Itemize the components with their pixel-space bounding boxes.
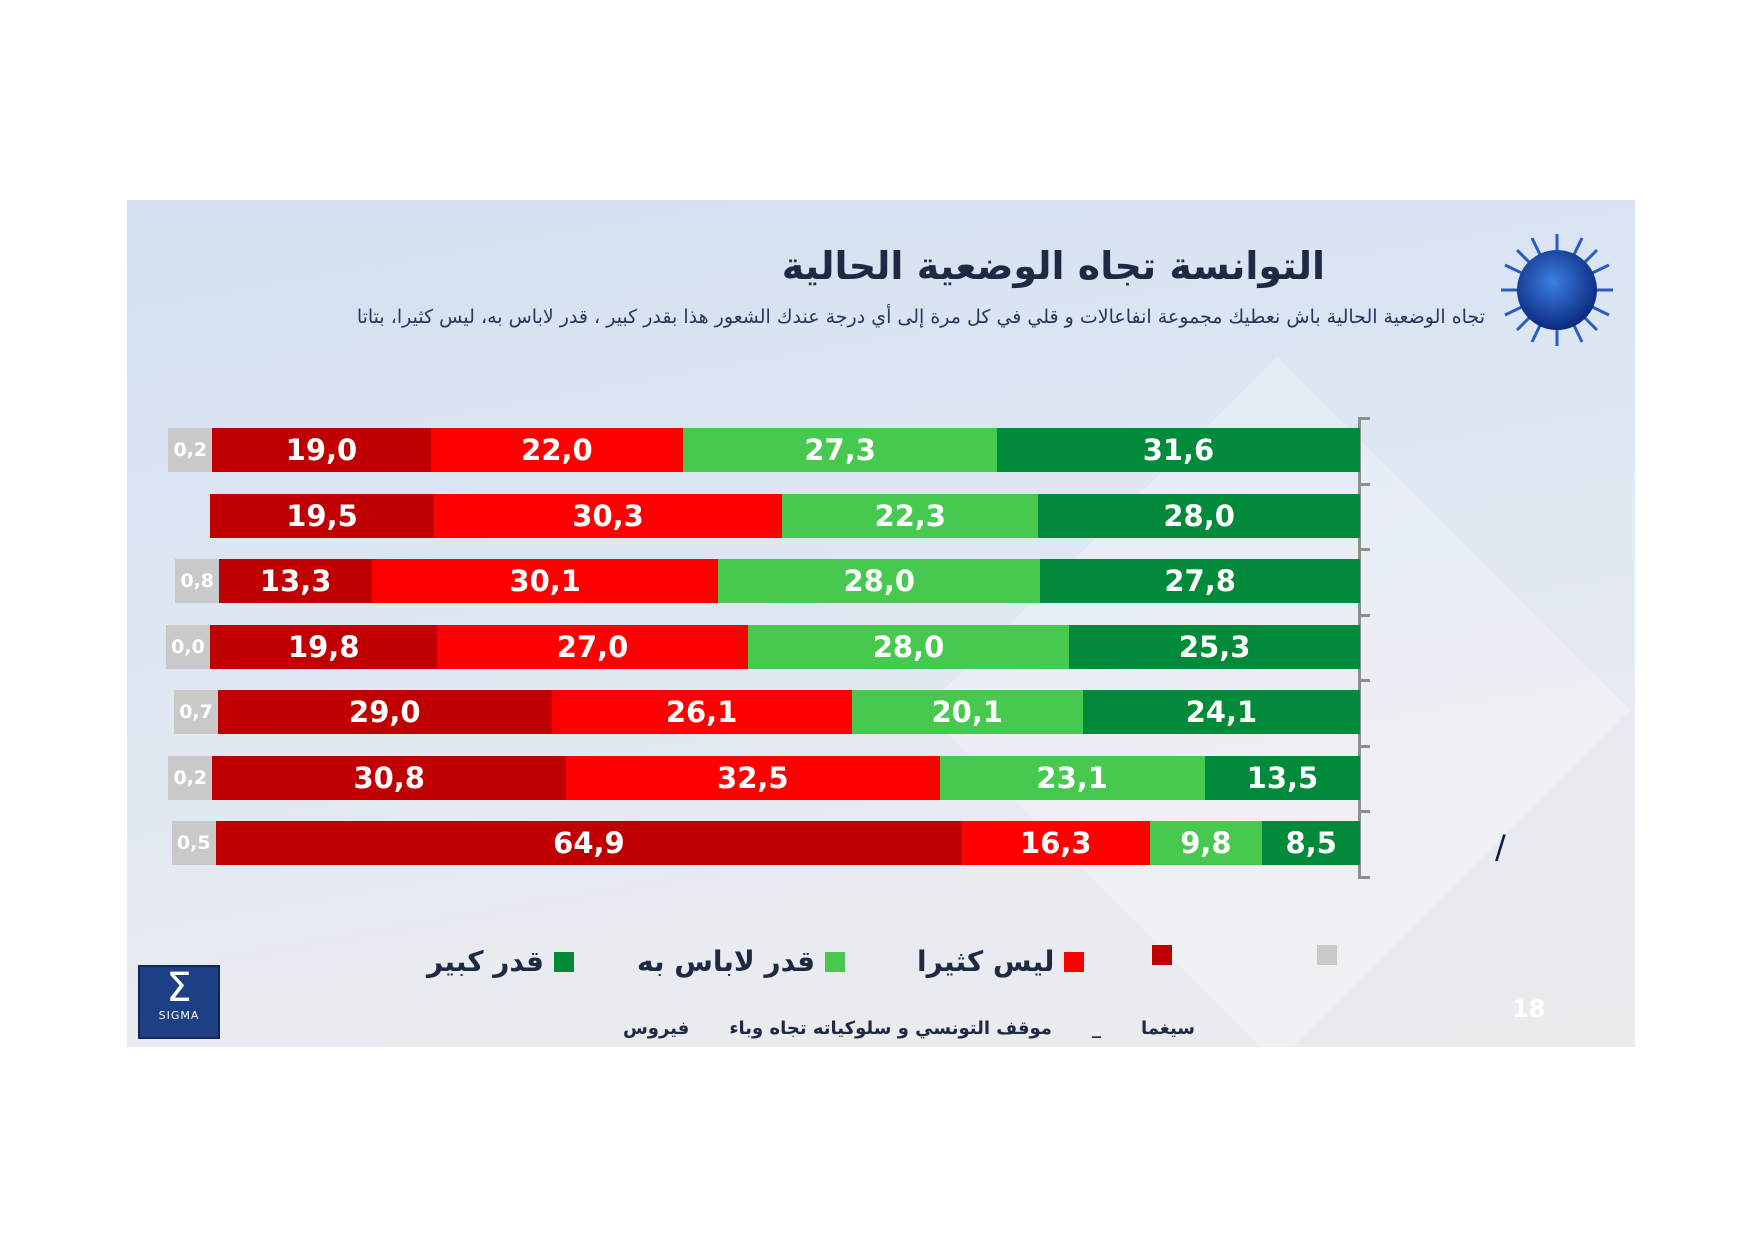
chart-annotation: / xyxy=(1495,828,1506,866)
axis-tick xyxy=(1358,875,1370,879)
legend-item-large: قدر كبير xyxy=(427,945,574,978)
bar-segment: 28,0 xyxy=(1038,493,1360,538)
axis-tick xyxy=(1358,548,1370,551)
bar-segment: 29,0 xyxy=(218,690,552,734)
legend-item-gray xyxy=(1307,945,1337,965)
legend-swatch xyxy=(1317,945,1337,965)
slide-title: التوانسة تجاه الوضعية الحالية xyxy=(781,244,1325,288)
bar-segment: 23,1 xyxy=(939,755,1205,800)
bar-segment: 8,5 xyxy=(1262,821,1360,865)
footer-right: سيغما xyxy=(1140,1018,1195,1039)
footer-middle: موقف التونسي و سلوكياته تجاه وباء xyxy=(729,1018,1052,1039)
legend-swatch xyxy=(1152,945,1172,965)
axis-tick xyxy=(1358,810,1370,813)
axis-tick xyxy=(1358,613,1370,617)
bar-segment: 22,0 xyxy=(430,428,684,472)
legend-item-dark-red xyxy=(1142,945,1172,965)
bar-segment-gray: 0,2 xyxy=(168,755,213,800)
bar-segment: 19,5 xyxy=(210,493,435,538)
slide: التوانسة تجاه الوضعية الحالية تجاه الوضع… xyxy=(127,200,1635,1047)
slide-subtitle: تجاه الوضعية الحالية باش نعطيك مجموعة ان… xyxy=(356,306,1485,328)
sigma-logo: Σ SIGMA xyxy=(138,965,220,1039)
bar-segment: 27,0 xyxy=(437,624,748,669)
footer: سيغما _ موقف التونسي و سلوكياته تجاه وبا… xyxy=(623,1018,1195,1039)
legend-label: ليس كثيرا xyxy=(917,945,1055,978)
bar-segment: 30,8 xyxy=(212,755,567,800)
legend-swatch xyxy=(553,951,574,972)
legend-item-moderate: قدر لاباس به xyxy=(637,945,846,978)
bar-segment: 30,1 xyxy=(372,559,719,603)
virus-icon xyxy=(1501,234,1613,346)
footer-left: فيروس xyxy=(622,1018,690,1039)
axis-tick xyxy=(1358,482,1370,486)
bar-segment: 32,5 xyxy=(566,755,940,800)
legend-item-not-much: ليس كثيرا xyxy=(917,945,1085,978)
bar-segment-gray: 0,7 xyxy=(174,690,219,734)
bar-segment: 31,6 xyxy=(996,428,1360,472)
bar-segment: 22,3 xyxy=(782,493,1039,538)
bar-segment-gray: 0,8 xyxy=(175,559,220,603)
legend-swatch xyxy=(825,951,846,972)
bar-segment-gray: 0,5 xyxy=(171,821,216,865)
bar-segment: 19,0 xyxy=(212,428,431,472)
bar-segment: 25,3 xyxy=(1069,624,1360,669)
bar-segment-gray: 0,2 xyxy=(168,428,213,472)
legend-label: قدر لاباس به xyxy=(637,945,816,978)
bar-segment-gray: 0,0 xyxy=(166,624,210,669)
bar-segment: 13,5 xyxy=(1204,755,1360,800)
bar-segment: 27,8 xyxy=(1040,559,1360,603)
footer-separator: _ xyxy=(1091,1018,1101,1039)
bar-segment: 64,9 xyxy=(215,821,963,865)
bar-segment: 26,1 xyxy=(551,690,852,734)
bar-segment: 24,1 xyxy=(1082,690,1360,734)
bar-segment: 30,3 xyxy=(434,493,783,538)
axis-tick xyxy=(1358,417,1370,420)
bar-segment: 19,8 xyxy=(210,624,438,669)
page-number: 18 xyxy=(1512,995,1546,1023)
bar-segment: 16,3 xyxy=(962,821,1150,865)
bar-segment: 20,1 xyxy=(851,690,1083,734)
axis-tick xyxy=(1358,744,1370,748)
legend-swatch xyxy=(1064,951,1085,972)
bar-segment: 9,8 xyxy=(1149,821,1263,865)
legend-label: قدر كبير xyxy=(427,945,544,978)
bar-segment: 13,3 xyxy=(219,559,373,603)
bar-segment: 28,0 xyxy=(747,624,1070,669)
bar-segment: 28,0 xyxy=(718,559,1041,603)
bar-segment: 27,3 xyxy=(683,428,997,472)
axis-tick xyxy=(1358,679,1370,682)
